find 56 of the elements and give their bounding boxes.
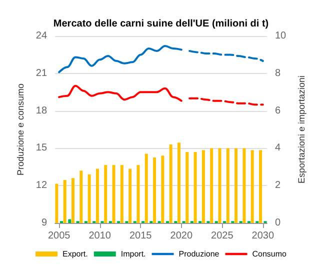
y2-axis-title: Esportazioni e importazioni xyxy=(296,75,306,184)
y2-tick-label: 6 xyxy=(274,105,281,116)
bar xyxy=(136,165,140,223)
line-series xyxy=(58,44,182,74)
y2-tick-label: 8 xyxy=(274,68,281,79)
y-tick-label: 12 xyxy=(36,180,48,192)
legend-label: Consumo xyxy=(252,250,288,258)
bar xyxy=(202,150,205,223)
y-tick-label: 9 xyxy=(41,218,48,228)
bar xyxy=(226,148,230,223)
bar xyxy=(218,148,222,223)
bar xyxy=(104,165,108,223)
bar xyxy=(128,168,132,223)
legend-label: Produzione xyxy=(178,250,220,258)
bar xyxy=(112,165,116,223)
y-tick-label: 18 xyxy=(36,105,48,116)
bar xyxy=(194,152,197,223)
y-tick-label: 24 xyxy=(36,30,48,42)
y-tick-label: 15 xyxy=(36,142,48,154)
bar xyxy=(63,180,66,223)
x-tick-label: 2025 xyxy=(211,230,234,242)
y2-tick-label: 0 xyxy=(274,218,281,228)
line-series xyxy=(188,50,264,62)
bar xyxy=(161,156,164,223)
bar xyxy=(186,152,189,223)
x-tick-label: 2015 xyxy=(129,230,152,242)
line-series xyxy=(58,84,182,102)
bar xyxy=(120,165,124,223)
bar xyxy=(88,174,91,223)
x-tick-label: 2010 xyxy=(88,230,112,242)
line-series xyxy=(188,97,264,106)
y2-tick-label: 2 xyxy=(274,180,281,192)
y2-tick-label: 10 xyxy=(274,30,287,42)
x-tick-label: 2030 xyxy=(252,230,274,242)
bar xyxy=(80,170,83,223)
bar xyxy=(250,150,254,223)
y-axis-title: Produzione e consumo xyxy=(16,83,26,176)
bar xyxy=(210,148,214,223)
x-tick-label: 2020 xyxy=(170,230,193,242)
bar xyxy=(234,148,238,223)
y2-tick-label: 4 xyxy=(274,142,281,154)
x-tick-label: 2005 xyxy=(48,230,71,242)
bar xyxy=(259,150,262,223)
bar xyxy=(68,219,72,223)
bar xyxy=(169,144,172,223)
legend-label: Import. xyxy=(120,250,146,258)
bar xyxy=(55,184,58,223)
y-tick-label: 21 xyxy=(36,68,48,79)
bar xyxy=(96,168,99,223)
bar xyxy=(153,158,156,223)
chart-title: Mercato delle carni suine dell'UE (milioni di t) xyxy=(53,18,269,30)
bar xyxy=(144,154,148,223)
legend-label: Export. xyxy=(62,250,88,258)
bar xyxy=(72,178,75,223)
bar xyxy=(177,142,180,223)
bar xyxy=(242,148,246,223)
